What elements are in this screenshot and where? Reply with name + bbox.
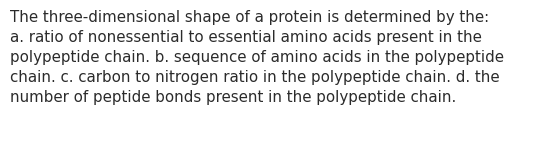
Text: The three-dimensional shape of a protein is determined by the:
a. ratio of nones: The three-dimensional shape of a protein… bbox=[10, 10, 504, 105]
